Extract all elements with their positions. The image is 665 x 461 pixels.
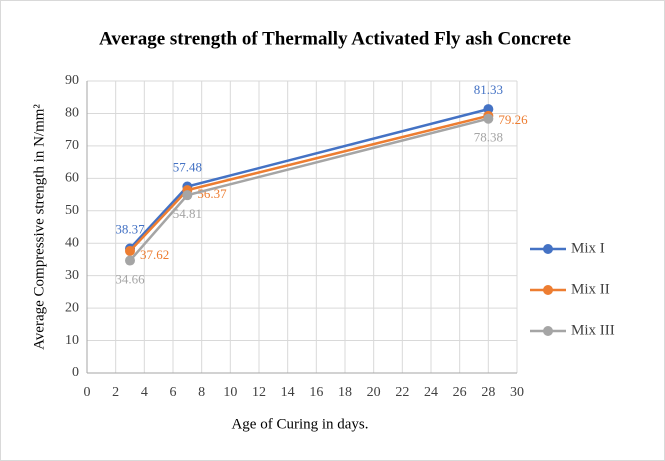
marker (125, 245, 135, 256)
x-tick-label: 2 (112, 385, 119, 400)
data-label: 38.37 (115, 221, 145, 236)
x-tick-label: 6 (170, 385, 177, 400)
x-tick-label: 18 (338, 385, 352, 400)
legend-marker (543, 244, 553, 254)
y-tick-label: 20 (65, 300, 79, 315)
x-tick-label: 14 (281, 385, 295, 400)
x-tick-label: 8 (198, 385, 205, 400)
y-tick-label: 70 (65, 138, 79, 153)
y-tick-label: 30 (65, 268, 79, 283)
y-tick-label: 0 (72, 365, 79, 380)
data-label: 79.26 (498, 112, 528, 127)
data-label: 37.62 (140, 247, 169, 262)
x-tick-label: 26 (453, 385, 467, 400)
x-tick-label: 4 (141, 385, 148, 400)
x-tick-label: 20 (367, 385, 381, 400)
x-tick-label: 24 (424, 385, 438, 400)
data-label: 81.33 (474, 82, 503, 97)
x-tick-label: 12 (252, 385, 266, 400)
marker (125, 255, 135, 266)
x-tick-label: 22 (395, 385, 409, 400)
y-tick-label: 40 (65, 235, 79, 250)
x-tick-label: 16 (309, 385, 323, 400)
y-tick-label: 10 (65, 333, 79, 348)
y-tick-label: 60 (65, 171, 79, 186)
x-tick-label: 30 (510, 385, 524, 400)
data-label: 78.38 (474, 130, 503, 145)
legend-marker (543, 326, 553, 336)
data-label: 34.66 (115, 272, 145, 287)
legend-marker (543, 285, 553, 295)
x-axis-label: Age of Curing in days. (231, 416, 368, 432)
x-tick-label: 28 (481, 385, 495, 400)
legend-label: Mix III (571, 322, 615, 338)
y-tick-label: 90 (65, 73, 79, 88)
data-label: 57.48 (173, 159, 202, 174)
marker (483, 113, 494, 124)
data-label: 54.81 (173, 206, 202, 221)
y-tick-label: 80 (65, 106, 79, 121)
legend-label: Mix II (571, 281, 610, 297)
x-tick-label: 10 (223, 385, 237, 400)
y-tick-label: 50 (65, 203, 79, 218)
marker (182, 190, 193, 201)
y-axis-label: Average Compressive strength in N/mm² (31, 104, 47, 350)
legend-label: Mix I (571, 240, 605, 256)
chart-title: Average strength of Thermally Activated … (99, 28, 571, 49)
x-tick-label: 0 (84, 385, 91, 400)
